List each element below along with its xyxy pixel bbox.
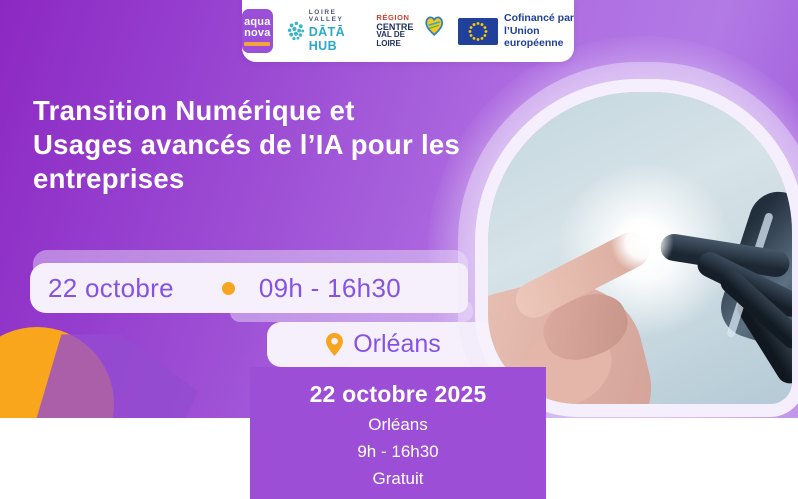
title-line-1: Transition Numérique et [33, 95, 355, 126]
event-location: Orléans [353, 330, 441, 358]
datahub-text-top: LOIRE VALLEY [308, 9, 344, 23]
location-banner: Orléans [267, 322, 500, 367]
aquanova-logo: aqua nova [242, 9, 273, 53]
hand-robot-photo [488, 92, 792, 404]
aquanova-text-2: nova [244, 26, 271, 39]
region-centre-val-de-loire-logo: RÉGION CENTRE VAL DE LOIRE [376, 13, 445, 48]
eu-text-2: l’Union européenne [504, 24, 564, 50]
eu-cofunded-logo: Cofinancé par l’Union européenne [458, 12, 574, 50]
eu-text-1: Cofinancé par [504, 12, 575, 25]
eu-flag-icon [458, 17, 498, 45]
summary-date: 22 octobre 2025 [309, 381, 487, 407]
title-line-3: entreprises [33, 163, 185, 194]
aquanova-text-1: aqua [244, 15, 271, 28]
region-text-2: CENTRE [376, 21, 414, 32]
hero-background: Transition Numérique et Usages avancés d… [0, 0, 798, 418]
location-pin-icon [326, 333, 344, 356]
summary-price: Gratuit [372, 469, 424, 488]
partner-logo-bar: aqua nova LOIRE VALLEY DĀTĀ HUB RÉGION [242, 0, 574, 62]
summary-hours: 9h - 16h30 [357, 442, 439, 461]
region-heart-icon [424, 16, 443, 36]
loire-valley-datahub-logo: LOIRE VALLEY DĀTĀ HUB [286, 9, 364, 53]
bullet-dot-icon [221, 281, 235, 295]
touch-light-core [610, 210, 674, 274]
event-time: 09h - 16h30 [258, 272, 401, 303]
page-title: Transition Numérique et Usages avancés d… [33, 94, 503, 196]
event-date: 22 octobre [48, 272, 174, 303]
brain-network-icon [287, 21, 304, 41]
datahub-text-bottom: DĀTĀ HUB [308, 25, 346, 53]
title-line-2: Usages avancés de l’IA pour les [33, 129, 461, 160]
decor-purple-chevron [36, 334, 199, 418]
region-text-3: VAL DE LOIRE [376, 30, 405, 48]
summary-city: Orléans [368, 415, 428, 434]
date-time-banner: 22 octobre 09h - 16h30 [30, 263, 468, 313]
aquanova-orange-bar [244, 41, 271, 46]
region-text-1: RÉGION [376, 13, 410, 22]
event-summary-box: 22 octobre 2025 Orléans 9h - 16h30 Gratu… [250, 367, 546, 499]
